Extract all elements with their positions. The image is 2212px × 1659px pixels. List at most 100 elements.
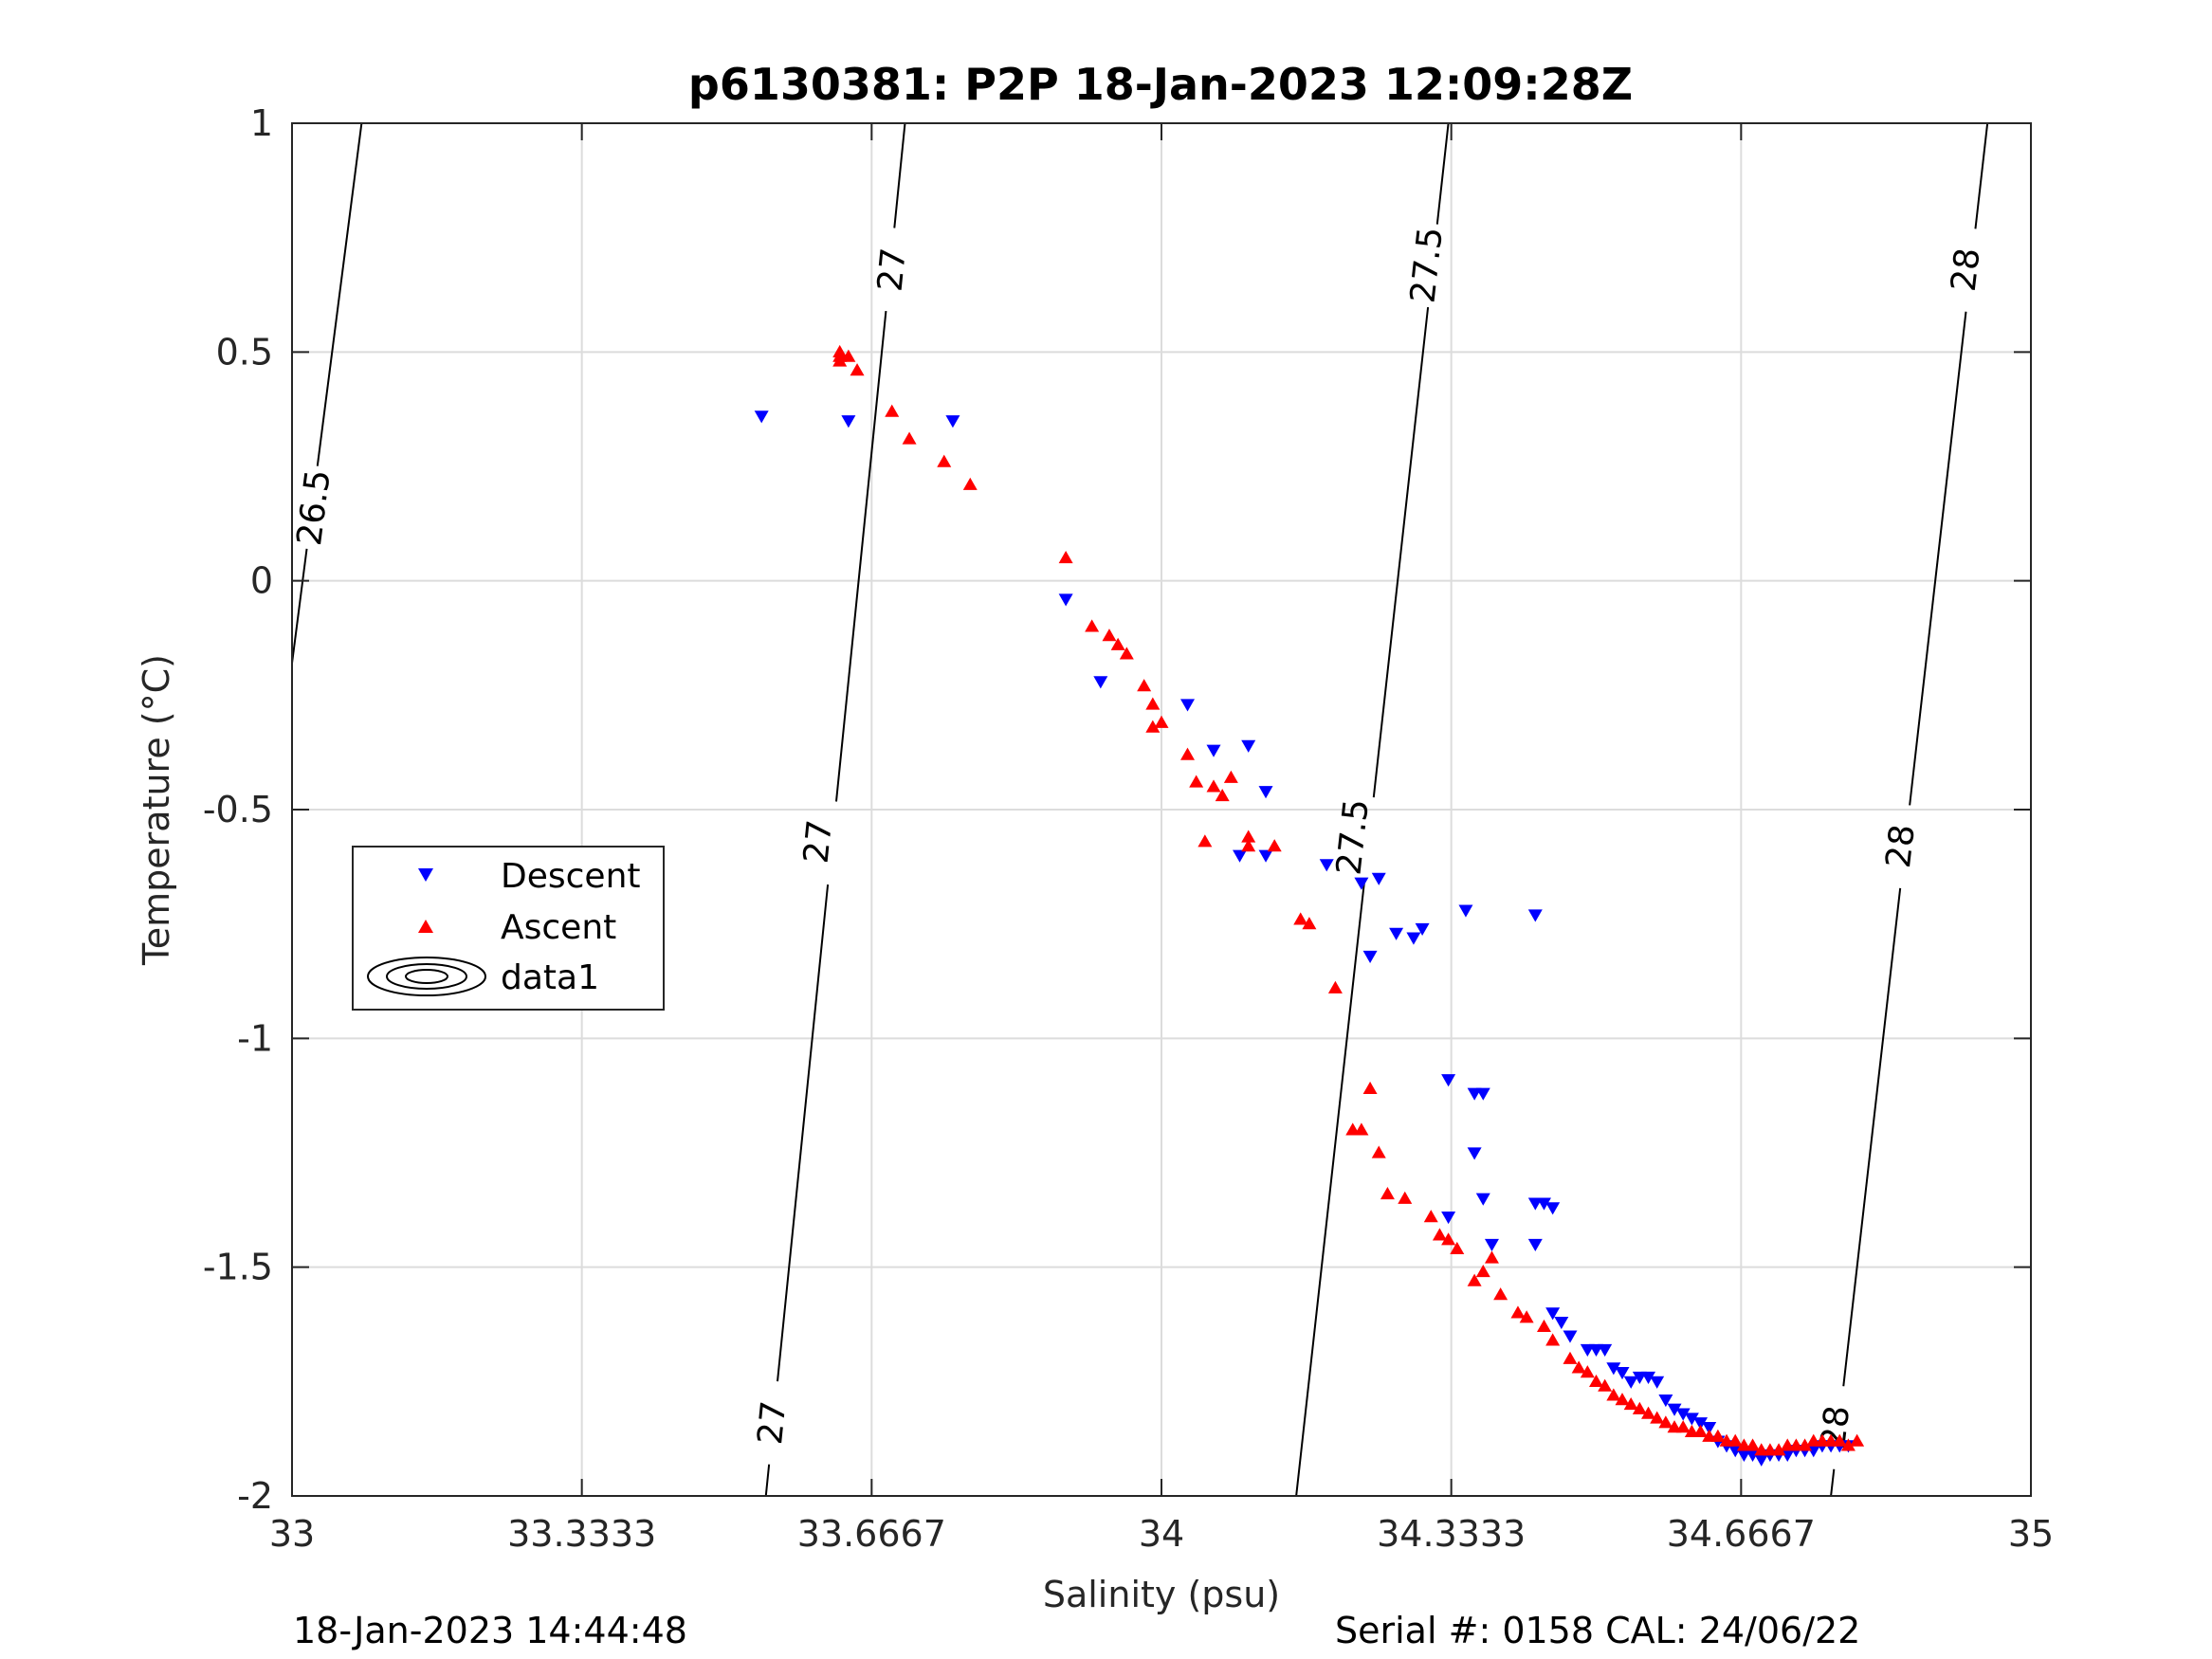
descent-point <box>1389 927 1404 940</box>
descent-point <box>1258 849 1273 863</box>
ascent-point <box>1371 1145 1386 1158</box>
ascent-point <box>1840 1438 1856 1451</box>
ascent-point <box>1606 1388 1621 1401</box>
ascent-point <box>1154 715 1169 728</box>
ascent-point <box>1615 1393 1630 1406</box>
descent-point <box>1536 1197 1551 1211</box>
legend-label-data1: data1 <box>501 958 599 997</box>
ascent-point <box>1145 697 1161 710</box>
ascent-point <box>832 354 848 367</box>
legend-entry-descent: Descent <box>418 857 641 896</box>
contour-line-27 <box>834 310 887 802</box>
x-tick-label: 34 <box>1139 1513 1184 1555</box>
descent-point <box>1371 872 1386 885</box>
footer-timestamp: 18-Jan-2023 14:44:48 <box>293 1610 687 1651</box>
y-tick-label: -0.5 <box>203 789 273 830</box>
contour-line-28 <box>1974 122 1989 229</box>
contour-line-27-5 <box>1295 880 1366 1497</box>
descent-point <box>1641 1371 1656 1385</box>
ascent-point <box>1241 830 1256 843</box>
ascent-point <box>962 477 978 490</box>
ascent-point <box>1658 1415 1673 1429</box>
ascent-point <box>1728 1433 1743 1447</box>
y-tick-label: 1 <box>250 102 273 144</box>
ascent-point <box>1484 1250 1499 1264</box>
ascent-point <box>1398 1191 1413 1204</box>
x-tick-label: 33 <box>269 1513 315 1555</box>
ascent-point <box>1850 1433 1865 1447</box>
descent-point <box>1545 1307 1561 1321</box>
ascent-point <box>1746 1438 1761 1451</box>
descent-point <box>1667 1403 1682 1416</box>
descent-point <box>1354 877 1369 890</box>
y-tick-label: -1.5 <box>203 1247 273 1288</box>
descent-point <box>1058 593 1073 607</box>
descent-point <box>945 415 960 428</box>
chart-title: p6130381: P2P 18-Jan-2023 12:09:28Z <box>688 59 1633 110</box>
descent-point <box>1362 950 1378 963</box>
legend-entry-data1: data1 <box>367 957 599 997</box>
descent-point <box>1623 1376 1638 1389</box>
contour-label: 27 <box>751 1399 794 1447</box>
footer-serial-cal: Serial #: 0158 CAL: 24/06/22 <box>1335 1610 1861 1651</box>
ascent-point <box>1241 839 1256 852</box>
contour-ellipses-icon <box>367 957 486 996</box>
ascent-point <box>1197 834 1213 848</box>
contour-line-27 <box>764 1464 771 1497</box>
descent-point <box>1441 1074 1456 1087</box>
ascent-point <box>1119 647 1134 660</box>
contour-label: 28 <box>1945 246 1988 293</box>
ascent-point <box>850 363 865 376</box>
descent-point <box>1458 904 1473 918</box>
descent-point <box>1606 1362 1621 1376</box>
legend: Descent Ascent data1 <box>352 846 665 1011</box>
y-tick-label: -2 <box>237 1475 273 1517</box>
contour-line-27-5 <box>1372 306 1430 798</box>
ascent-point <box>1267 839 1282 852</box>
descent-point <box>1233 849 1248 863</box>
contour-line-26-5 <box>316 122 363 466</box>
ascent-point <box>1058 551 1073 564</box>
legend-box <box>352 846 665 1011</box>
descent-point <box>1258 786 1273 799</box>
ascent-point <box>1536 1319 1551 1333</box>
descent-point <box>1319 859 1334 872</box>
ascent-point <box>1206 779 1221 793</box>
ascent-point <box>1362 1081 1378 1095</box>
descent-point <box>1406 932 1421 945</box>
ascent-point <box>1102 629 1117 642</box>
descent-point <box>1467 1147 1482 1160</box>
descent-point <box>1484 1238 1499 1252</box>
x-tick-label: 33.3333 <box>507 1513 656 1555</box>
ascent-point <box>902 431 917 445</box>
ascent-point <box>1571 1360 1586 1374</box>
descent-point <box>1527 1238 1543 1252</box>
contour-line-26-5 <box>291 548 308 664</box>
x-tick-label: 33.6667 <box>797 1513 946 1555</box>
ascent-point <box>1563 1351 1578 1364</box>
ascent-point <box>1771 1443 1786 1456</box>
descent-point <box>1554 1316 1569 1330</box>
ascent-point <box>1832 1433 1847 1447</box>
ascent-point <box>1180 747 1196 760</box>
contour-line-27 <box>777 884 830 1382</box>
ascent-point <box>1623 1396 1638 1411</box>
ascent-point <box>1693 1424 1709 1438</box>
descent-point <box>1675 1408 1691 1421</box>
descent-point <box>1527 909 1543 922</box>
descent-point <box>1545 1202 1561 1215</box>
descent-marker-icon <box>418 868 433 882</box>
descent-point <box>1598 1343 1613 1358</box>
descent-point <box>1206 744 1221 757</box>
contour-label: 27 <box>797 818 840 866</box>
ascent-point <box>1589 1374 1603 1387</box>
x-tick-label: 35 <box>2008 1513 2054 1555</box>
descent-point <box>1475 1193 1490 1206</box>
x-tick-label: 34.6667 <box>1667 1513 1816 1555</box>
ascent-marker-icon <box>418 920 433 933</box>
descent-point <box>1615 1367 1630 1380</box>
ascent-point <box>1145 720 1161 733</box>
y-tick-label: 0.5 <box>216 331 273 373</box>
